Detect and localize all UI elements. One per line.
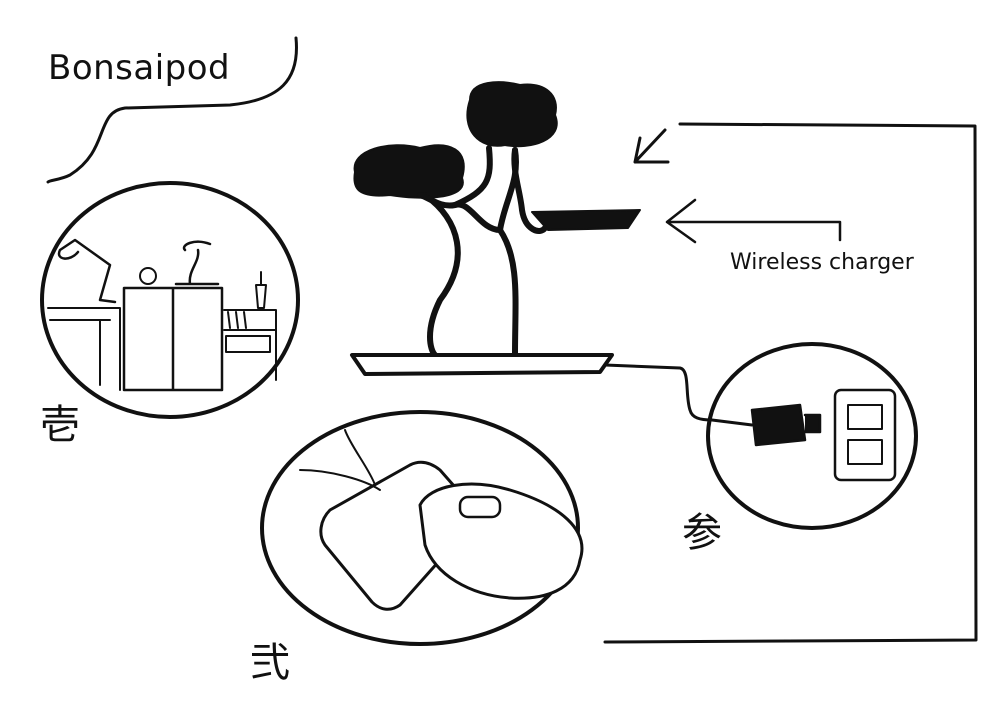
shelf bbox=[223, 309, 277, 381]
desk-lamp-icon bbox=[57, 238, 117, 304]
room-scene bbox=[40, 181, 300, 419]
mini-bonsai-icon bbox=[174, 240, 220, 286]
step-one-label: 壱 bbox=[40, 402, 80, 448]
alarm-clock-icon bbox=[139, 267, 157, 285]
outlet-cable bbox=[710, 418, 754, 427]
wall-outlet-icon bbox=[833, 388, 897, 482]
arrow-left-icon bbox=[633, 128, 670, 164]
title-label: Bonsaipod bbox=[48, 48, 231, 88]
charging-pad-icon bbox=[319, 460, 464, 611]
bonsai-pot bbox=[350, 353, 614, 376]
desk bbox=[47, 307, 121, 391]
earbuds-case-icon bbox=[418, 482, 584, 600]
step-three-label: 参 bbox=[682, 510, 722, 556]
step-two-label: 弐 bbox=[250, 640, 290, 686]
cabinet-icon bbox=[122, 286, 224, 392]
pad-cable bbox=[299, 429, 381, 491]
usb-plug-icon bbox=[750, 403, 822, 447]
power-cable bbox=[603, 363, 714, 422]
return-frame bbox=[603, 122, 978, 644]
title-bubble bbox=[46, 36, 298, 184]
flower-vase-icon bbox=[255, 271, 267, 309]
bonsai-tree-icon bbox=[350, 81, 714, 422]
charging-tray bbox=[531, 209, 641, 231]
charger-arrow bbox=[665, 198, 842, 244]
charger-scene bbox=[260, 410, 584, 646]
case-hinge bbox=[458, 495, 502, 519]
plug-scene bbox=[706, 342, 918, 530]
charger-label: Wireless charger bbox=[730, 250, 914, 275]
